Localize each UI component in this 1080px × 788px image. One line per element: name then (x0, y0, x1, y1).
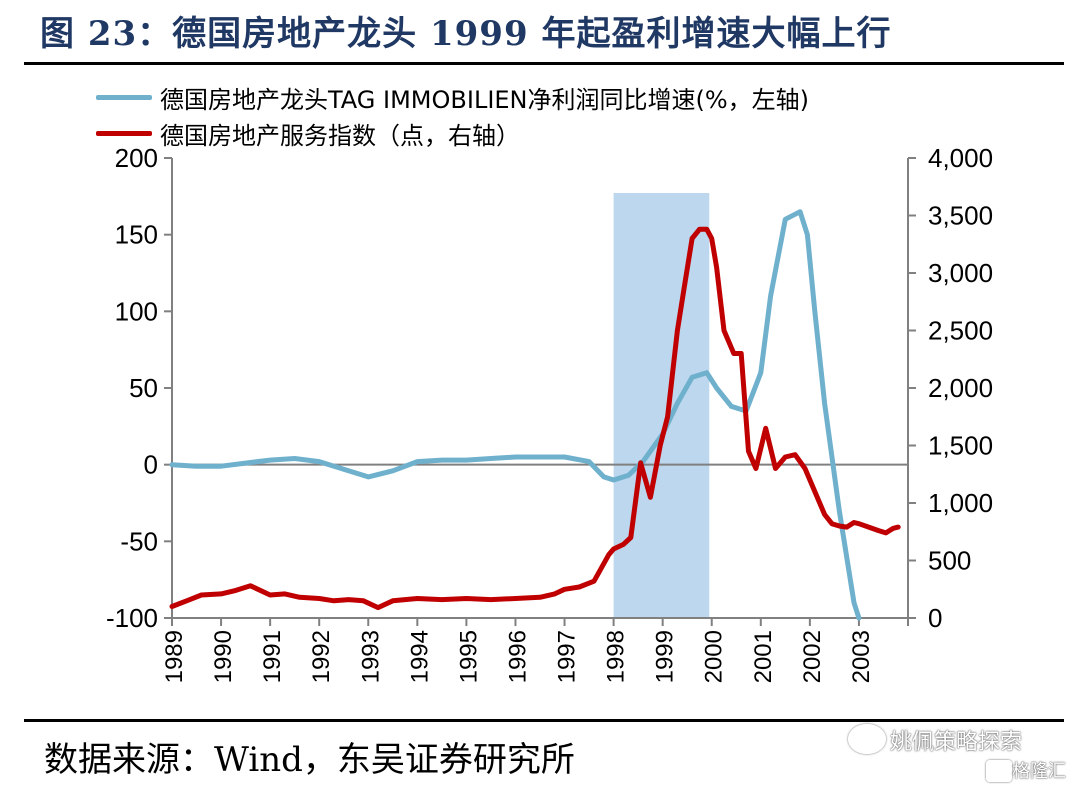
right-tick-label: 1,500 (928, 431, 993, 461)
x-tick-label: 1998 (603, 630, 630, 683)
source-note: 数据来源：Wind，东吴证券研究所 (44, 740, 575, 780)
legend-label-red: 德国房地产服务指数（点，右轴） (160, 122, 520, 150)
right-tick-label: 2,000 (928, 373, 993, 403)
x-tick-label: 1995 (455, 630, 482, 683)
x-tick-label: 1989 (161, 630, 188, 683)
right-tick-label: 2,500 (928, 316, 993, 346)
x-tick-label: 2002 (799, 630, 826, 683)
chart-svg: 200150100500-50-1004,0003,5003,0002,5002… (106, 143, 993, 683)
x-tick-label: 1993 (357, 630, 384, 683)
right-tick-label: 0 (928, 603, 942, 633)
watermark-site: 格隆汇 (1012, 761, 1066, 782)
highlight-band (613, 193, 710, 618)
left-tick-label: 150 (115, 220, 158, 250)
x-tick-label: 1997 (554, 630, 581, 683)
x-tick-label: 1990 (210, 630, 237, 683)
left-tick-label: -100 (106, 603, 158, 633)
x-tick-label: 2000 (701, 630, 728, 683)
left-tick-label: 0 (144, 450, 158, 480)
legend-label-blue: 德国房地产龙头TAG IMMOBILIEN净利润同比增速(%，左轴) (160, 86, 810, 114)
legend-swatch-red (96, 131, 152, 136)
right-tick-label: 3,000 (928, 258, 993, 288)
legend-item-red: 德国房地产服务指数（点，右轴） (96, 116, 520, 151)
chart-title: 图 23：德国房地产龙头 1999 年起盈利增速大幅上行 (40, 14, 892, 54)
x-tick-label: 2003 (848, 630, 875, 683)
x-tick-label: 2001 (750, 630, 777, 683)
right-tick-label: 4,000 (928, 143, 993, 173)
title-rule (24, 62, 1064, 65)
wechat-icon (848, 724, 886, 754)
x-tick-label: 1992 (308, 630, 335, 683)
right-tick-label: 500 (928, 546, 971, 576)
left-tick-label: 50 (129, 373, 158, 403)
legend-item-blue: 德国房地产龙头TAG IMMOBILIEN净利润同比增速(%，左轴) (96, 80, 809, 115)
series-line-real-estate-index (169, 226, 901, 611)
left-tick-label: 200 (115, 143, 158, 173)
left-tick-label: 100 (115, 296, 158, 326)
series-line-net-profit-growth (169, 209, 862, 621)
watermark-account: 姚佩策略探索 (890, 730, 1023, 755)
x-tick-label: 1996 (504, 630, 531, 683)
source-rule (24, 719, 1064, 722)
x-tick-label: 1999 (652, 630, 679, 683)
right-tick-label: 3,500 (928, 201, 993, 231)
right-tick-label: 1,000 (928, 488, 993, 518)
left-tick-label: -50 (120, 526, 158, 556)
x-tick-label: 1994 (406, 630, 433, 683)
legend-swatch-blue (96, 95, 152, 100)
x-tick-label: 1991 (259, 630, 286, 683)
gelonghui-logo-icon (986, 760, 1012, 782)
